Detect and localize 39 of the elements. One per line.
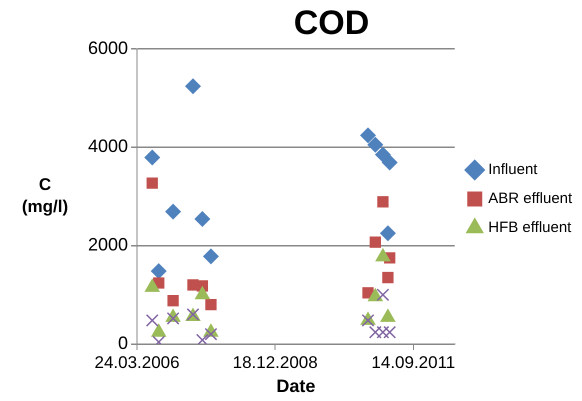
point	[205, 298, 217, 310]
y-axis-title: C (mg/l)	[22, 175, 68, 216]
point	[376, 288, 390, 302]
point	[367, 136, 384, 153]
chart-title: COD	[294, 4, 370, 42]
point	[362, 314, 374, 327]
point	[374, 146, 391, 163]
point	[150, 263, 167, 280]
point	[382, 154, 398, 170]
point	[146, 314, 159, 327]
point	[383, 326, 396, 339]
point	[167, 295, 179, 306]
point	[376, 326, 390, 339]
x-tick-label: 14.09.2011	[371, 352, 456, 372]
y-tick-label: 0	[118, 332, 128, 353]
y-tick-label: 2000	[88, 234, 128, 255]
point	[380, 225, 396, 242]
point	[360, 127, 376, 144]
legend-label: ABR effluent	[488, 190, 574, 208]
point	[368, 326, 382, 339]
point	[202, 248, 219, 264]
point	[382, 272, 394, 284]
point	[184, 78, 201, 94]
point	[370, 236, 381, 248]
y-tick-label: 4000	[88, 136, 128, 156]
x-axis-title: Date	[276, 376, 316, 396]
point	[144, 150, 160, 166]
point	[165, 204, 182, 220]
y-tick-label: 6000	[88, 38, 128, 58]
point	[377, 196, 389, 208]
x-tick-label: 18.12.2008	[232, 352, 318, 372]
point	[194, 211, 210, 228]
point	[204, 328, 218, 341]
legend-label: Influent	[488, 161, 538, 178]
point	[146, 177, 158, 189]
point	[196, 334, 209, 344]
point	[166, 312, 180, 325]
x-tick-label: 24.03.2006	[94, 352, 180, 372]
legend-label: HFB effluent	[488, 219, 572, 236]
